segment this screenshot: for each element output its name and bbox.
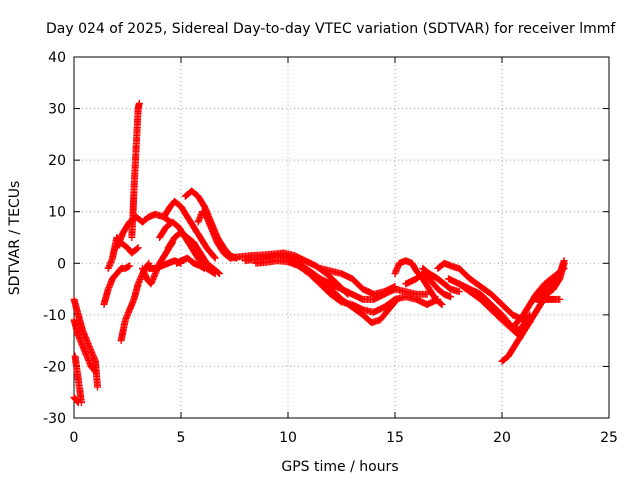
x-tick-label: 10 bbox=[279, 430, 297, 446]
series-track-25 bbox=[419, 264, 463, 296]
plot-frame bbox=[73, 56, 610, 419]
series-track-24 bbox=[402, 270, 455, 301]
series-track-13 bbox=[160, 197, 219, 262]
series-track-22 bbox=[316, 264, 399, 298]
data-marker-path bbox=[70, 316, 99, 376]
y-tick-labels: -30 -20 -10 0 10 20 30 40 bbox=[43, 50, 66, 427]
grid-lines bbox=[74, 57, 609, 418]
y-tick-label: 20 bbox=[48, 153, 66, 169]
series-track-32 bbox=[532, 295, 564, 303]
data-marker-path bbox=[419, 264, 463, 296]
data-marker-path bbox=[100, 262, 134, 308]
y-tick-label: -20 bbox=[43, 359, 66, 375]
series-track-8 bbox=[128, 99, 143, 241]
y-tick-label: -30 bbox=[43, 411, 66, 427]
series-track-17 bbox=[194, 208, 234, 262]
series-track-2 bbox=[70, 316, 99, 376]
data-marker-path bbox=[160, 197, 219, 262]
x-tick-label: 0 bbox=[70, 430, 79, 446]
data-marker-path bbox=[70, 295, 101, 391]
data-marker-path bbox=[455, 280, 523, 339]
y-tick-label: 10 bbox=[48, 205, 66, 221]
x-axis-label: GPS time / hours bbox=[281, 459, 398, 475]
y-tick-label: 0 bbox=[57, 256, 66, 272]
y-tick-label: -10 bbox=[43, 308, 66, 324]
series-track-14 bbox=[164, 228, 223, 278]
x-tick-label: 25 bbox=[600, 430, 618, 446]
series-track-28 bbox=[455, 280, 523, 339]
data-marker-path bbox=[194, 208, 234, 262]
data-marker-path bbox=[402, 270, 455, 301]
data-marker-path bbox=[173, 254, 208, 272]
data-points bbox=[70, 99, 568, 406]
y-tick-label: 40 bbox=[48, 50, 66, 66]
series-track-4 bbox=[70, 393, 82, 406]
data-marker-path bbox=[71, 352, 85, 406]
series-track-15 bbox=[173, 254, 208, 272]
x-tick-label: 20 bbox=[493, 430, 511, 446]
y-axis-label: SDTVAR / TECUs bbox=[7, 181, 23, 296]
data-marker-path bbox=[128, 99, 143, 241]
x-tick-labels: 0 5 10 15 20 25 bbox=[70, 430, 618, 446]
chart-title: Day 024 of 2025, Sidereal Day-to-day VTE… bbox=[46, 21, 616, 37]
x-tick-label: 5 bbox=[177, 430, 186, 446]
data-marker-path bbox=[316, 264, 399, 298]
data-marker-path bbox=[532, 295, 564, 303]
data-marker-path bbox=[164, 228, 223, 278]
axis-ticks bbox=[73, 56, 610, 419]
x-tick-label: 15 bbox=[386, 430, 404, 446]
series-track-5 bbox=[100, 262, 134, 308]
series-track-3 bbox=[71, 352, 85, 406]
y-tick-label: 30 bbox=[48, 102, 66, 118]
data-marker-path bbox=[70, 393, 82, 406]
series-track-1 bbox=[70, 295, 101, 391]
